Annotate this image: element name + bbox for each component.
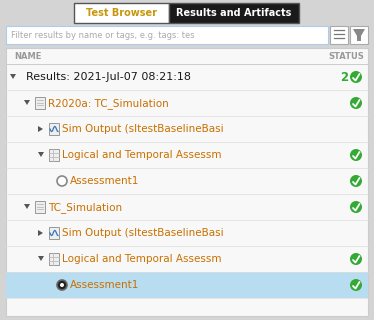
Circle shape [350,149,362,161]
Polygon shape [10,74,16,79]
Text: Sim Output (sltestBaselineBasi: Sim Output (sltestBaselineBasi [62,228,224,238]
Text: 2: 2 [340,71,348,84]
Polygon shape [38,126,43,132]
FancyBboxPatch shape [169,3,299,23]
FancyBboxPatch shape [49,227,59,239]
Text: Assessment1: Assessment1 [70,177,140,187]
Text: Logical and Temporal Assessm: Logical and Temporal Assessm [62,254,221,265]
Circle shape [57,176,67,186]
Text: Sim Output (sltestBaselineBasi: Sim Output (sltestBaselineBasi [62,124,224,134]
Circle shape [350,253,362,265]
Text: Test Browser: Test Browser [86,9,157,19]
Circle shape [57,280,67,290]
Circle shape [350,71,362,83]
Text: STATUS: STATUS [328,52,364,61]
Polygon shape [38,230,43,236]
FancyBboxPatch shape [35,97,45,109]
Text: Results: 2021-Jul-07 08:21:18: Results: 2021-Jul-07 08:21:18 [26,73,191,83]
FancyBboxPatch shape [330,26,348,44]
FancyBboxPatch shape [49,123,59,135]
FancyBboxPatch shape [49,149,59,161]
FancyBboxPatch shape [6,26,328,44]
Polygon shape [38,152,44,157]
Polygon shape [38,256,44,261]
Circle shape [350,175,362,187]
FancyBboxPatch shape [49,253,59,265]
FancyBboxPatch shape [350,26,368,44]
Text: NAME: NAME [14,52,42,61]
Polygon shape [24,100,30,105]
Text: Assessment1: Assessment1 [70,281,140,291]
FancyBboxPatch shape [35,201,45,213]
Polygon shape [24,204,30,209]
Circle shape [350,97,362,109]
Text: R2020a: TC_Simulation: R2020a: TC_Simulation [48,98,169,109]
FancyBboxPatch shape [6,48,368,316]
Polygon shape [353,29,365,41]
Circle shape [350,201,362,213]
FancyBboxPatch shape [6,272,368,298]
FancyBboxPatch shape [74,3,169,23]
Text: Results and Artifacts: Results and Artifacts [176,9,292,19]
Text: Logical and Temporal Assessm: Logical and Temporal Assessm [62,150,221,161]
Text: Filter results by name or tags, e.g. tags: tes: Filter results by name or tags, e.g. tag… [11,31,194,40]
Circle shape [350,279,362,291]
Text: TC_Simulation: TC_Simulation [48,202,122,213]
Circle shape [60,283,64,287]
